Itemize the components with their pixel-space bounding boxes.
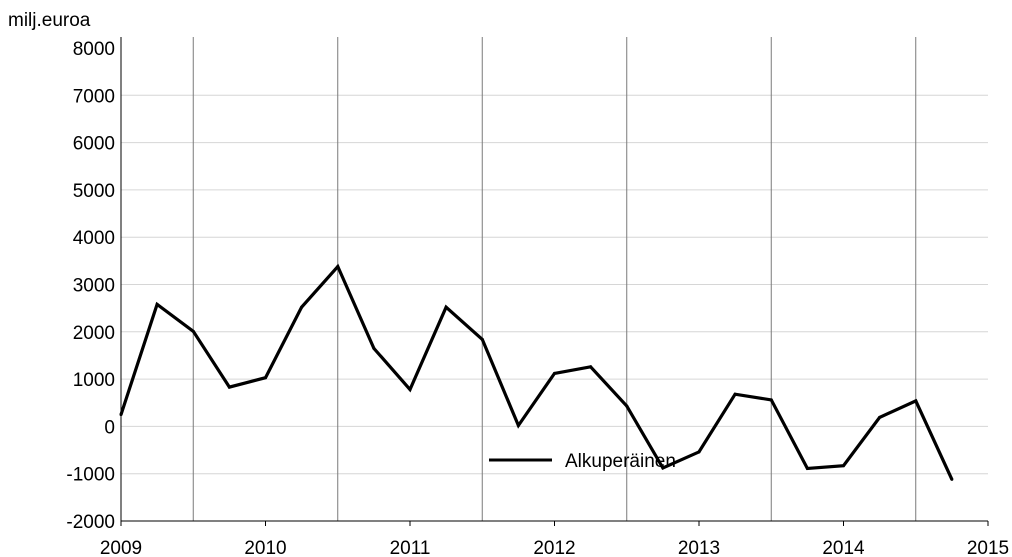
data-point [914, 399, 918, 403]
y-tick-label: 2000 [73, 323, 115, 344]
data-point [625, 404, 629, 408]
data-point [516, 423, 520, 427]
y-tick-label: 6000 [73, 134, 115, 155]
x-tick-label: 2010 [244, 538, 286, 557]
x-tick-label: 2015 [967, 538, 1009, 557]
data-point [553, 371, 556, 375]
x-tick-label: 2014 [822, 538, 865, 557]
data-point [155, 302, 159, 306]
data-point [480, 337, 484, 341]
data-point [300, 305, 304, 309]
y-axis-unit-label: milj.euroa [8, 10, 91, 31]
data-point [589, 365, 593, 369]
data-point [408, 388, 412, 392]
y-tick-label: 1000 [73, 370, 115, 391]
data-point [119, 413, 123, 417]
y-tick-label: -2000 [66, 512, 115, 533]
data-point [336, 265, 340, 269]
data-point [227, 385, 231, 389]
data-point [264, 376, 267, 380]
series-line [119, 263, 954, 481]
data-point [733, 392, 737, 396]
data-point [805, 466, 809, 470]
y-tick-label: 7000 [73, 86, 115, 107]
y-tick-label: 8000 [73, 39, 115, 60]
series [119, 263, 954, 481]
y-tick-label: 3000 [73, 276, 115, 297]
data-point [697, 450, 701, 454]
legend-label: Alkuperäinen [565, 451, 676, 472]
data-point [191, 329, 195, 333]
data-point [444, 305, 448, 309]
x-tick-label: 2011 [390, 538, 431, 557]
grid [121, 37, 988, 521]
data-point [372, 346, 376, 350]
data-point [661, 466, 665, 470]
x-tick-label: 2009 [100, 538, 142, 557]
y-tick-label: 4000 [73, 228, 115, 249]
data-point [769, 398, 773, 402]
x-tick-label: 2012 [533, 538, 575, 557]
data-point [878, 415, 882, 419]
x-tick-label: 2013 [678, 538, 720, 557]
y-tick-label: -1000 [66, 465, 115, 486]
axes [120, 37, 989, 526]
x-tick-labels: 2009 2010 2011 2012 2013 2014 2015 [100, 538, 1009, 557]
data-point [950, 477, 954, 481]
y-tick-label: 5000 [73, 181, 115, 202]
legend: Alkuperäinen [489, 451, 676, 472]
y-tick-label: 0 [104, 417, 115, 438]
y-tick-labels: -2000 -1000 0 1000 2000 3000 4000 5000 6000 7000 8… [66, 39, 115, 533]
data-point [842, 464, 845, 468]
